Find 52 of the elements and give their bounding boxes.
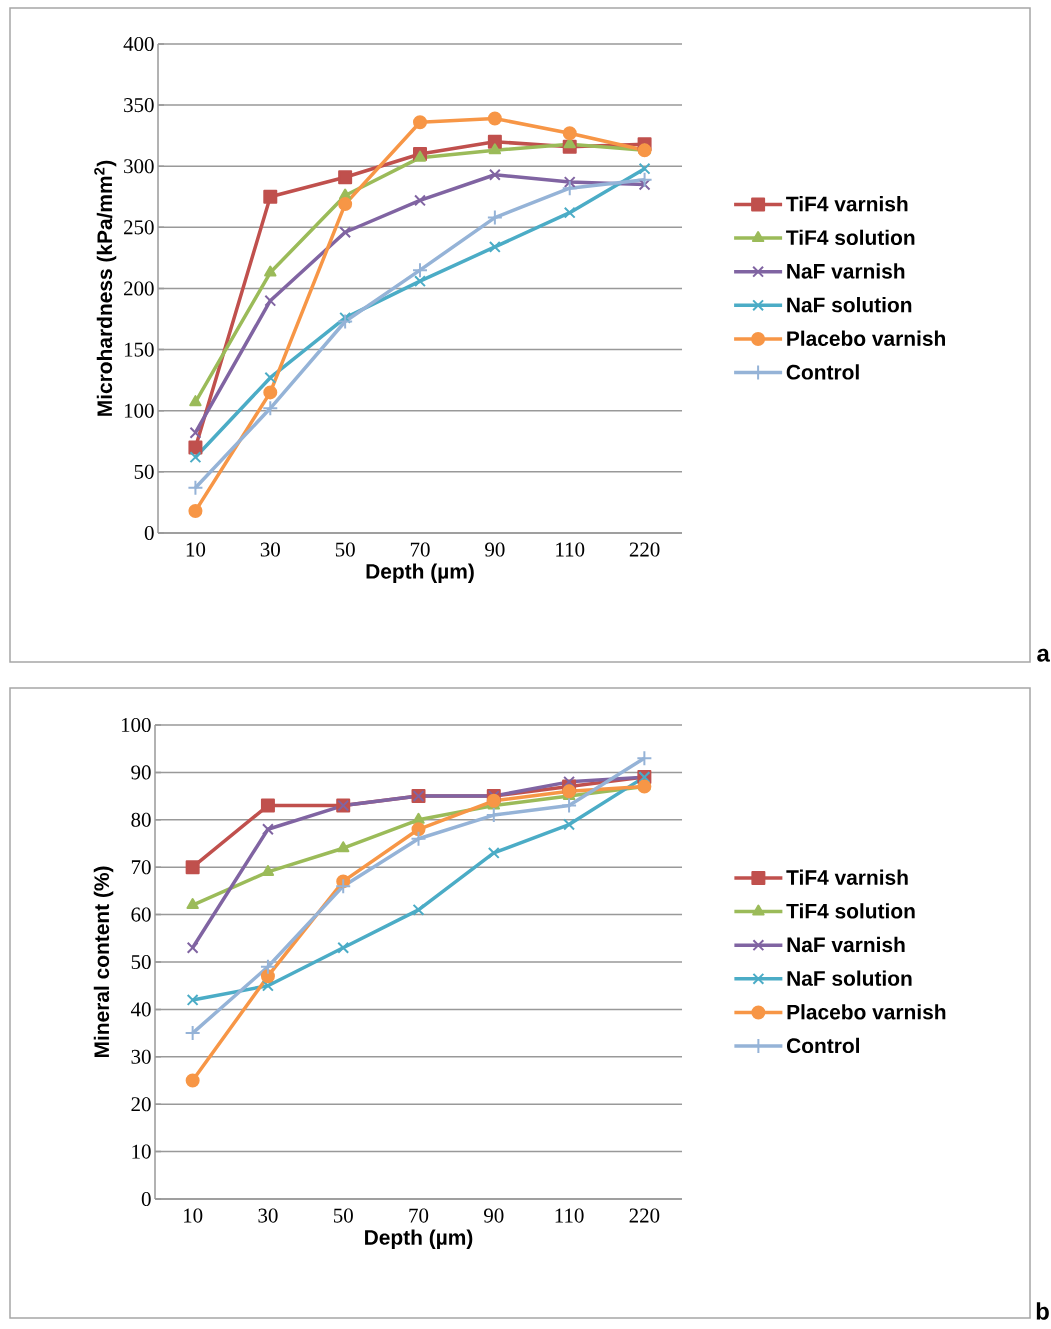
y-tick-label: 80 (131, 812, 151, 827)
x-tick-label: 110 (556, 542, 585, 557)
x-tick-label: 70 (410, 542, 430, 557)
y-tick-label: 20 (131, 1097, 151, 1112)
y-tick-label: 90 (131, 765, 151, 780)
y-axis-title: Mineral content (%) (93, 866, 114, 1058)
y-tick-label: 30 (131, 1049, 151, 1064)
y-tick-label: 350 (124, 98, 154, 113)
y-tick-label: 200 (124, 281, 154, 296)
y-tick-label: 50 (134, 464, 154, 479)
x-tick-label: 50 (333, 1208, 353, 1223)
y-tick-label: 0 (144, 525, 154, 541)
x-tick-label: 30 (260, 542, 280, 557)
x-tick-label: 220 (629, 1208, 660, 1223)
y-tick-label: 60 (131, 907, 151, 922)
legend-label: Control (786, 364, 859, 380)
x-tick-label: 10 (186, 542, 206, 557)
y-tick-label: 400 (123, 36, 154, 52)
legend-label: TiF4 solution (786, 903, 915, 919)
y-tick-label: 300 (124, 159, 154, 174)
legend-label: TiF4 varnish (786, 869, 908, 885)
x-tick-label: 220 (629, 542, 660, 557)
x-axis-title: Depth (µm) (366, 563, 474, 583)
y-tick-label: 40 (130, 1002, 151, 1017)
legend-label: Placebo varnish (787, 1004, 946, 1020)
text: a (1037, 648, 1050, 662)
legend-label: NaF varnish (787, 936, 905, 953)
y-tick-label: 70 (131, 860, 151, 875)
x-tick-label: 30 (258, 1208, 278, 1223)
x-tick-label: 90 (485, 542, 505, 557)
y-tick-label: 0 (141, 1191, 151, 1207)
legend-label: Control (786, 1037, 860, 1054)
y-tick-label: 150 (124, 342, 154, 357)
legend-label: Placebo varnish (787, 330, 945, 346)
y-tick-label: 10 (132, 1144, 151, 1159)
y-axis-title: Microhardness (kPa/mm$^{2}$) (94, 160, 117, 416)
legend-label: TiF4 varnish (786, 196, 908, 212)
y-tick-label: 100 (121, 717, 151, 733)
legend-label: NaF solution (787, 970, 912, 986)
y-tick-label: 100 (124, 403, 154, 418)
legend-label: TiF4 solution (786, 229, 915, 246)
x-tick-label: 110 (555, 1208, 584, 1223)
y-tick-label: 50 (131, 954, 151, 970)
x-axis-title: Depth (µm) (365, 1229, 473, 1249)
legend-label: NaF varnish (787, 263, 905, 279)
text: b (1036, 1302, 1049, 1320)
x-tick-label: 50 (335, 542, 355, 557)
x-tick-label: 90 (484, 1208, 504, 1223)
y-tick-label: 250 (124, 220, 154, 235)
x-tick-label: 10 (184, 1208, 203, 1223)
x-tick-label: 70 (409, 1208, 429, 1223)
legend-label: NaF solution (787, 296, 912, 313)
